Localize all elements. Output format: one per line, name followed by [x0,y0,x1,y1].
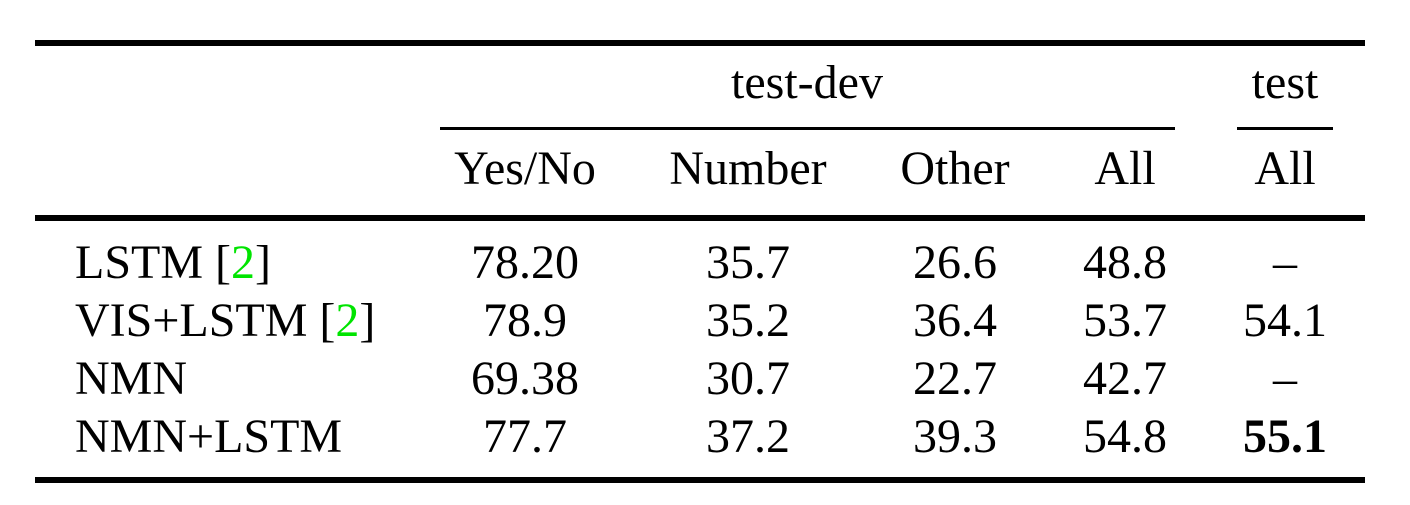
model-name: LSTM [ [75,236,231,289]
row-label-vis-lstm: VIS+LSTM [2] [75,296,375,346]
cell-test-all: – [1273,236,1297,289]
cell-all: 54.8 [1083,410,1167,463]
cmidrule-test-dev [440,127,1175,130]
col-header-other: Other [900,142,1010,195]
cell-yes-no: 78.9 [483,294,567,347]
col-header-yes-no: Yes/No [454,142,596,195]
cell-test-all: – [1273,352,1297,405]
model-name: VIS+LSTM [ [75,294,336,347]
cell-test-all: 54.1 [1243,294,1327,347]
cell-number: 35.2 [706,294,790,347]
cell-all: 48.8 [1083,236,1167,289]
mid-rule [35,215,1365,221]
model-name: NMN [75,352,188,405]
top-rule [35,40,1365,46]
cell-yes-no: 77.7 [483,410,567,463]
cell-yes-no: 78.20 [471,236,579,289]
cell-other: 36.4 [913,294,997,347]
cell-all: 53.7 [1083,294,1167,347]
cell-other: 22.7 [913,352,997,405]
cmidrule-test [1237,127,1333,130]
cell-other: 39.3 [913,410,997,463]
cell-other: 26.6 [913,236,997,289]
col-header-all: All [1094,142,1156,195]
cell-yes-no: 69.38 [471,352,579,405]
cell-test-all-best: 55.1 [1243,410,1327,463]
col-header-number: Number [669,142,827,195]
bracket-close: ] [255,236,271,289]
col-header-test-all: All [1254,142,1316,195]
row-label-nmn: NMN [75,354,187,404]
citation-link[interactable]: 2 [231,236,255,289]
citation-link[interactable]: 2 [335,294,360,347]
group-header-test: test [1251,56,1319,109]
row-label-nmn-lstm: NMN+LSTM [75,412,342,462]
cell-number: 35.7 [706,236,790,289]
row-label-lstm: LSTM [2] [75,238,271,288]
bottom-rule [35,477,1365,483]
bracket-close: ] [359,294,376,347]
model-name: NMN+LSTM [75,410,343,463]
cell-number: 30.7 [706,352,790,405]
group-header-test-dev: test-dev [731,56,883,109]
cell-number: 37.2 [706,410,790,463]
cell-all: 42.7 [1083,352,1167,405]
